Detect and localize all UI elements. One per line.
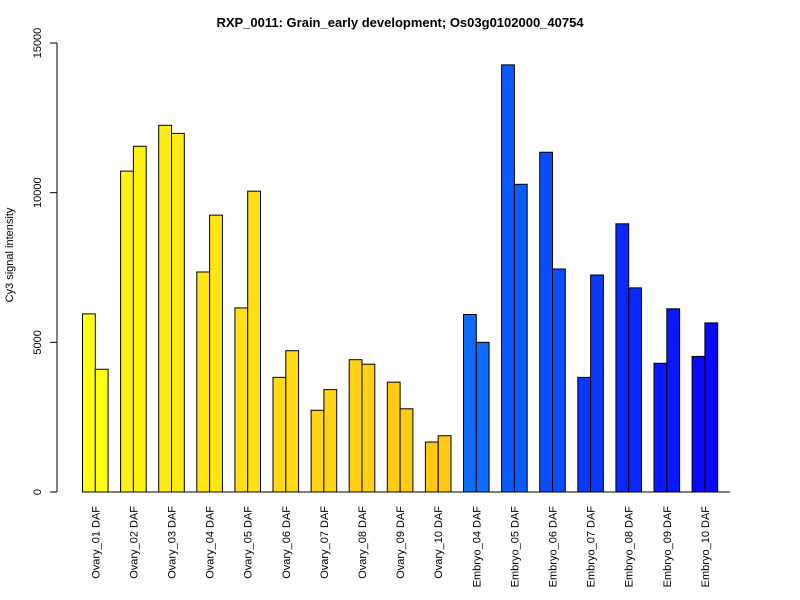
bar: [361, 363, 376, 493]
bars: [82, 64, 719, 493]
bar: [653, 362, 668, 493]
x-tick-label: Embryo_09 DAF: [662, 506, 674, 588]
bar: [310, 409, 325, 493]
y-tick-label: 15000: [32, 28, 44, 59]
bar: [577, 376, 592, 493]
bar: [82, 313, 96, 493]
y-tick-labels: 0 5000 10000 15000: [32, 28, 57, 495]
bar: [628, 287, 643, 493]
x-tick-label: Ovary_10 DAF: [433, 506, 445, 579]
bar: [691, 355, 706, 493]
bar: [247, 190, 261, 493]
x-tick-label: Embryo_06 DAF: [548, 506, 560, 588]
x-tick-label: Embryo_07 DAF: [586, 506, 598, 588]
x-tick-label: Ovary_05 DAF: [243, 506, 255, 579]
bar: [158, 124, 172, 493]
bar: [386, 381, 401, 493]
bar: [463, 313, 477, 493]
x-tick-label: Embryo_08 DAF: [624, 506, 636, 588]
bar: [399, 408, 414, 493]
bar: [501, 64, 515, 493]
bar: [424, 441, 439, 493]
chart-title: RXP_0011: Grain_early development; Os03g…: [216, 15, 584, 30]
bar: [513, 183, 528, 493]
x-tick-label: Ovary_01 DAF: [90, 506, 102, 579]
bar: [94, 368, 109, 493]
bar: [323, 389, 338, 493]
x-tick-label: Ovary_07 DAF: [319, 506, 331, 579]
bar: [615, 223, 630, 493]
bar: [437, 435, 452, 493]
bar: [539, 151, 554, 493]
bar: [120, 170, 134, 493]
bar: [704, 322, 719, 493]
bar: [475, 341, 490, 493]
y-axis-label: Cy3 signal intensity: [4, 207, 16, 302]
x-tick-label: Ovary_03 DAF: [167, 506, 179, 579]
x-tick-label: Ovary_08 DAF: [357, 506, 369, 579]
x-tick-label: Embryo_05 DAF: [509, 506, 521, 588]
bar: [590, 274, 604, 493]
x-tick-label: Ovary_06 DAF: [281, 506, 293, 579]
bar: [209, 214, 223, 493]
x-tick-label: Ovary_02 DAF: [128, 506, 140, 579]
bar: [234, 307, 249, 493]
bar: [272, 376, 287, 493]
x-tick-label: Embryo_10 DAF: [700, 506, 712, 588]
bar: [348, 359, 363, 493]
bar: [171, 132, 185, 493]
bar: [552, 268, 566, 493]
x-tick-labels: Ovary_01 DAF Ovary_02 DAF Ovary_03 DAF Ovar…: [90, 506, 712, 588]
bar: [666, 308, 681, 493]
bar: [196, 271, 211, 493]
y-tick-label: 10000: [32, 177, 44, 208]
y-tick-label: 0: [32, 489, 44, 495]
x-tick-label: Ovary_04 DAF: [205, 506, 217, 579]
bar: [285, 350, 300, 493]
y-tick-label: 5000: [32, 330, 44, 354]
x-tick-label: Embryo_04 DAF: [471, 506, 483, 588]
x-tick-label: Ovary_09 DAF: [395, 506, 407, 579]
bar: [132, 145, 147, 493]
